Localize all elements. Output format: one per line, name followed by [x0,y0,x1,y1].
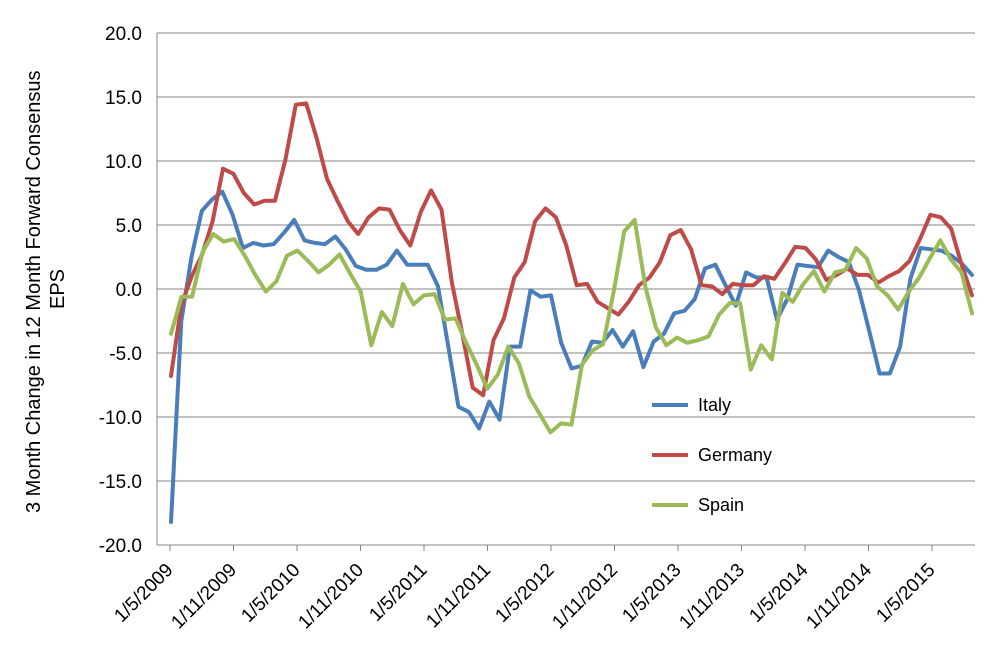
x-tick-label: 1/11/2010 [294,560,368,634]
x-tick-label: 1/11/2014 [802,559,876,633]
y-axis-title: 3 Month Change in 12 Month Forward Conse… [23,65,69,513]
x-tick-label: 1/11/2011 [422,560,495,633]
x-tick-label: 1/5/2010 [237,560,304,627]
series-line-spain [169,217,974,435]
x-tick-label: 1/5/2011 [365,560,431,626]
x-tick-label: 1/5/2009 [110,560,177,627]
y-tick-label: -15.0 [99,472,142,493]
y-axis-title-line-2: EPS [47,269,69,309]
y-tick-label: 10.0 [105,152,142,173]
series-lines [169,101,974,524]
x-tick-label: 1/5/2012 [491,560,558,627]
x-tick-label: 1/11/2012 [548,560,622,634]
y-axis-title-line-1: 3 Month Change in 12 Month Forward Conse… [23,71,45,513]
y-tick-label: 5.0 [116,216,142,237]
legend: Italy Germany Spain [652,395,772,515]
y-tick-label: -5.0 [109,344,142,365]
x-tick-label: 1/5/2015 [872,560,939,627]
x-tick-labels: 1/5/20091/11/20091/5/20101/11/20101/5/20… [110,545,940,634]
y-tick-label: 20.0 [105,24,142,45]
legend-label-germany: Germany [698,445,772,465]
y-tick-label: 15.0 [105,88,142,109]
x-tick-label: 1/11/2009 [167,560,241,634]
series-line-italy [169,189,974,524]
x-tick-label: 1/5/2013 [618,560,685,627]
x-tick-label: 1/11/2013 [675,560,749,634]
legend-label-spain: Spain [698,495,744,515]
legend-label-italy: Italy [698,395,731,415]
y-tick-label: -10.0 [99,408,142,429]
y-tick-label: -20.0 [99,536,142,557]
series-line-germany [169,101,974,398]
y-tick-label: 0.0 [116,280,142,301]
y-tick-labels: 20.0 15.0 10.0 5.0 0.0 -5.0 -10.0 -15.0 -20.0 [99,24,142,557]
x-tick-label: 1/5/2014 [745,559,812,626]
